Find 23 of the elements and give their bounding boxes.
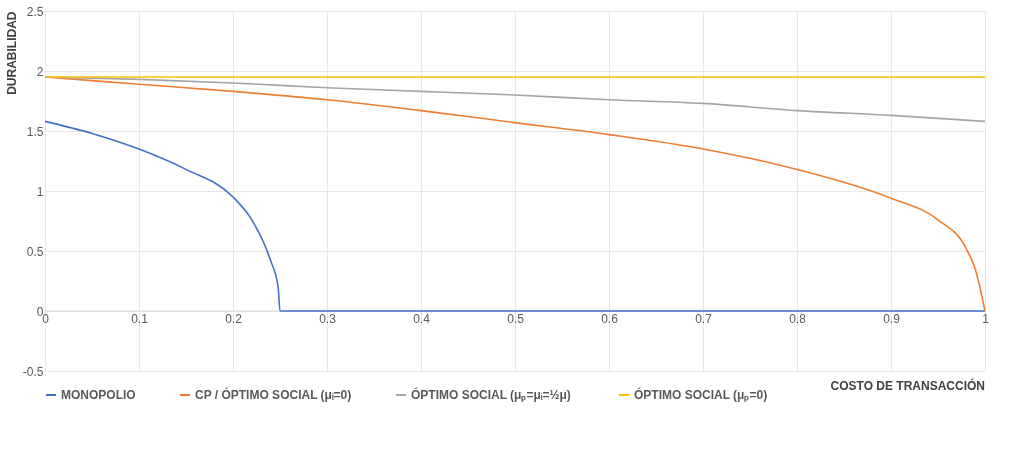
legend-label: CP / ÓPTIMO SOCIAL (μᵢ=0) — [195, 387, 352, 402]
x-tick-label: 0.1 — [131, 311, 149, 326]
x-tick-label: 0.5 — [507, 311, 525, 326]
legend-label: ÓPTIMO SOCIAL (μₚ=μᵢ=½μ) — [411, 387, 571, 403]
y-tick-label: 1.5 — [26, 124, 44, 139]
x-tick-label: 0.8 — [789, 311, 807, 326]
y-tick-label: 2 — [36, 64, 44, 79]
legend-label: ÓPTIMO SOCIAL (μₚ=0) — [634, 387, 768, 403]
x-axis-title: COSTO DE TRANSACCIÓN — [830, 378, 985, 393]
line-series — [44, 120, 986, 312]
y-tick-label: 0.5 — [26, 244, 44, 259]
y-tick-label: 2.5 — [26, 4, 44, 19]
x-tick-label: 1 — [982, 311, 990, 326]
y-axis-title: DURABILIDAD — [4, 11, 19, 95]
x-tick-label: 0.6 — [601, 311, 619, 326]
legend-label: MONOPOLIO — [61, 388, 136, 402]
y-tick-label: -0.5 — [22, 364, 44, 379]
x-tick-label: 0.9 — [883, 311, 901, 326]
x-tick-label: 0.7 — [695, 311, 713, 326]
x-tick-label: 0.3 — [319, 311, 337, 326]
x-tick-label: 0.4 — [413, 311, 431, 326]
y-tick-label: 1 — [36, 184, 44, 199]
x-tick-label: 0.2 — [225, 311, 243, 326]
